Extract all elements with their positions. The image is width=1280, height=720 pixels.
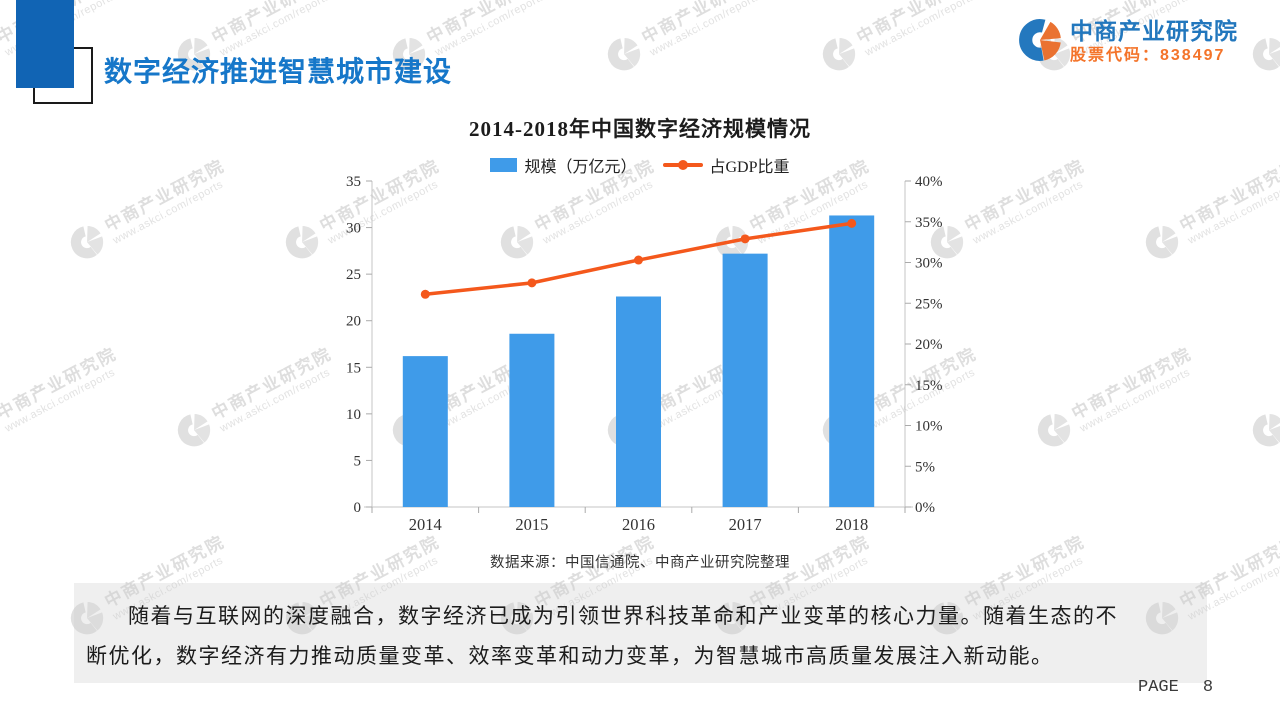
legend-item-bar: 规模（万亿元） [490, 153, 637, 177]
page-title: 数字经济推进智慧城市建设 [104, 57, 453, 88]
page-label: PAGE [1138, 678, 1179, 697]
legend-item-line: 占GDP比重 [662, 153, 790, 177]
watermark-logo-icon [279, 219, 327, 269]
watermark-logo-icon [1246, 407, 1280, 457]
svg-text:10: 10 [346, 407, 361, 423]
brand-logo: 中商产业研究院 股票代码：838497 [1018, 18, 1238, 67]
svg-text:2018: 2018 [835, 515, 868, 534]
svg-text:30%: 30% [915, 256, 943, 272]
watermark-logo-icon [1246, 31, 1280, 81]
svg-text:5%: 5% [915, 459, 935, 475]
summary-line-2: 断优化，数字经济有力推动质量变革、效率变革和动力变革，为智慧城市高质量发展注入新… [86, 645, 1054, 668]
legend-bar-label: 规模（万亿元） [524, 159, 637, 176]
brand-name: 中商产业研究院 [1070, 18, 1238, 44]
svg-text:35: 35 [346, 176, 361, 190]
svg-text:15%: 15% [915, 378, 943, 394]
chart-title: 2014-2018年中国数字经济规模情况 [469, 117, 811, 141]
svg-text:40%: 40% [915, 176, 943, 190]
svg-text:2016: 2016 [622, 515, 655, 534]
svg-text:35%: 35% [915, 215, 943, 231]
summary-line-1: 随着与互联网的深度融合，数字经济已成为引领世界科技革命和产业变革的核心力量。随着… [128, 605, 1118, 628]
svg-text:10%: 10% [915, 419, 943, 435]
chart-legend: 规模（万亿元） 占GDP比重 [0, 153, 1280, 177]
watermark-logo-icon [0, 407, 4, 457]
svg-text:2014: 2014 [409, 515, 442, 534]
summary-box: 随着与互联网的深度融合，数字经济已成为引领世界科技革命和产业变革的核心力量。随着… [74, 583, 1207, 683]
svg-text:30: 30 [346, 221, 361, 237]
svg-text:2015: 2015 [515, 515, 548, 534]
watermark-logo-icon [171, 407, 219, 457]
svg-text:5: 5 [354, 453, 362, 469]
svg-text:20: 20 [346, 314, 361, 330]
watermark-logo-icon [1031, 407, 1079, 457]
svg-text:25: 25 [346, 267, 361, 283]
svg-text:20%: 20% [915, 337, 943, 353]
line-series-swatch-icon [662, 160, 703, 170]
svg-text:25%: 25% [915, 296, 943, 312]
svg-text:2017: 2017 [729, 515, 762, 534]
legend-line-label: 占GDP比重 [709, 159, 790, 176]
company-logo-icon [1018, 18, 1062, 67]
watermark-logo-icon [0, 31, 4, 81]
chart-source: 数据来源：中国信通院、中商产业研究院整理 [490, 555, 790, 571]
brand-stock-code: 股票代码：838497 [1070, 47, 1226, 64]
bar-series-swatch-icon [490, 158, 518, 172]
combo-chart-plot: 0 5 10 15 20 25 30 35 0% 5% 10% 15% 20% 25% 30% 35% 40% 2… [346, 176, 943, 534]
watermark-logo-icon [1139, 219, 1187, 269]
svg-text:15: 15 [346, 360, 361, 376]
brand-text: 中商产业研究院 股票代码：838497 [1070, 18, 1238, 65]
page-number: 8 [1202, 678, 1214, 697]
page-indicator: PAGE 8 [1138, 678, 1213, 697]
decoration-blue-square [16, 0, 74, 88]
watermark-logo-icon [601, 31, 649, 81]
svg-text:0%: 0% [915, 500, 935, 516]
watermark-logo-icon [816, 31, 864, 81]
watermark-logo-icon [64, 219, 112, 269]
svg-text:0: 0 [354, 500, 362, 516]
